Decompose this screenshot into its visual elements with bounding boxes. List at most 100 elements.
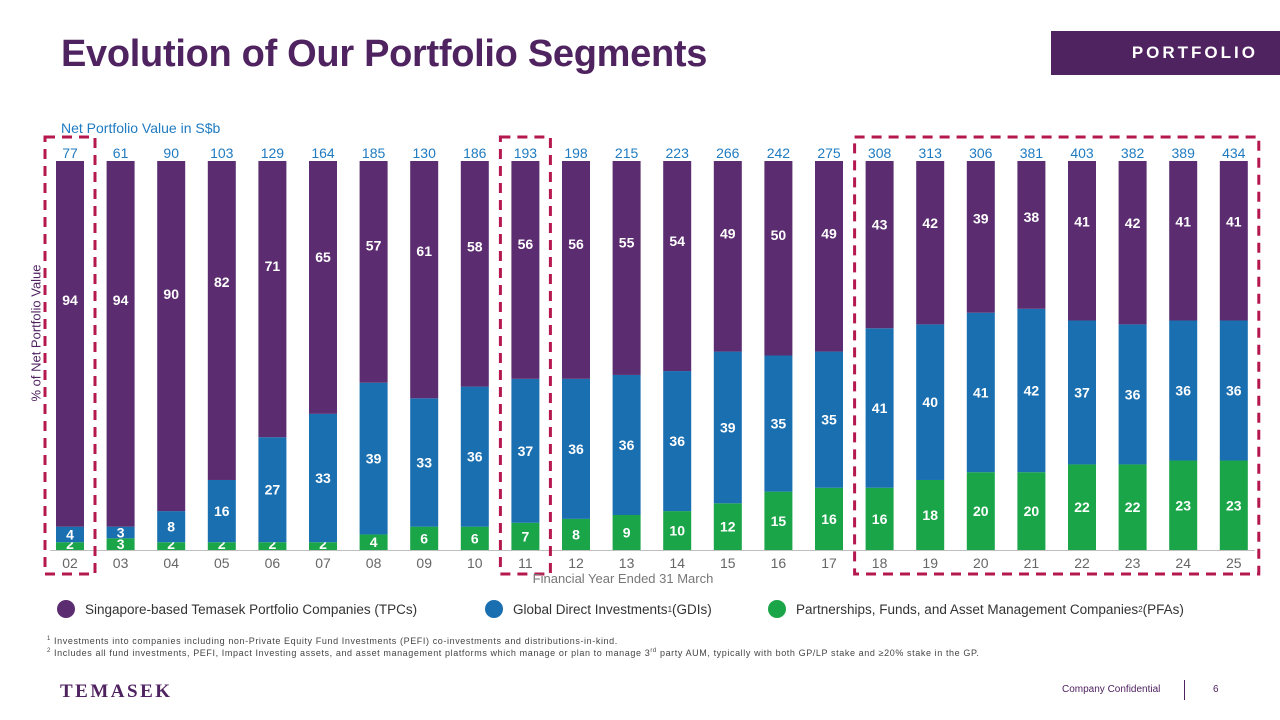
data-label-pfa: 22 — [1125, 499, 1141, 515]
bar-segment-tpc — [106, 161, 135, 527]
data-label-tpc: 41 — [1074, 214, 1090, 230]
bar-segment-gdi — [713, 351, 742, 504]
bar-segment-tpc — [865, 161, 894, 329]
x-tick-label: 05 — [214, 555, 230, 571]
bar-segment-pfa — [1169, 460, 1198, 550]
x-tick-label: 08 — [366, 555, 382, 571]
bar-segment-tpc — [511, 161, 540, 379]
x-tick-label: 02 — [62, 555, 78, 571]
bar-segment-pfa — [207, 542, 236, 550]
bar-segment-gdi — [1118, 324, 1147, 465]
footnote-2-text-2: party AUM, typically with both GP/LP sta… — [656, 648, 980, 658]
net-value-label: 266 — [716, 145, 740, 161]
data-label-gdi: 36 — [1125, 386, 1141, 402]
net-value-label: 129 — [261, 145, 285, 161]
data-label-gdi: 40 — [922, 394, 938, 410]
bar-segment-tpc — [56, 161, 84, 527]
data-label-tpc: 49 — [821, 225, 837, 241]
x-tick-label: 22 — [1074, 555, 1090, 571]
x-tick-label: 16 — [771, 555, 787, 571]
data-label-pfa: 10 — [669, 523, 685, 539]
legend-suffix-pfa: (PFAs) — [1142, 601, 1184, 617]
bar-segment-tpc — [815, 161, 843, 352]
bar-segment-tpc — [562, 161, 590, 379]
bar-segment-pfa — [764, 491, 793, 550]
bar-segment-gdi — [612, 374, 641, 515]
data-label-pfa: 2 — [218, 536, 226, 552]
data-label-tpc: 65 — [315, 249, 331, 265]
data-label-gdi: 41 — [872, 400, 888, 416]
x-tick-label: 06 — [265, 555, 281, 571]
bar-segment-gdi — [511, 378, 540, 523]
section-tag: PORTFOLIO — [1051, 31, 1280, 75]
data-label-gdi: 35 — [821, 412, 837, 428]
bar-segment-gdi — [764, 355, 793, 492]
bar-segment-pfa — [1118, 464, 1147, 550]
x-axis-label: Financial Year Ended 31 March — [532, 571, 714, 586]
data-label-tpc: 41 — [1226, 214, 1242, 230]
legend-label-pfa: Partnerships, Funds, and Asset Managemen… — [796, 601, 1139, 617]
net-value-label: 381 — [1020, 145, 1044, 161]
data-label-tpc: 54 — [669, 233, 685, 249]
bar-segment-gdi — [865, 328, 894, 488]
footnote-1-num: 1 — [47, 636, 51, 642]
net-value-label: 164 — [311, 145, 335, 161]
bar-segment-pfa — [309, 542, 337, 550]
x-tick-label: 10 — [467, 555, 483, 571]
data-label-tpc: 56 — [568, 236, 584, 252]
highlight-box — [498, 135, 552, 576]
data-label-pfa: 18 — [922, 507, 938, 523]
data-label-tpc: 41 — [1175, 214, 1191, 230]
bar-segment-gdi — [309, 413, 337, 543]
data-label-pfa: 8 — [572, 526, 580, 542]
legend-sup-gdi: 1 — [667, 604, 673, 614]
footer-divider — [1184, 680, 1185, 700]
net-value-label: 275 — [817, 145, 841, 161]
data-label-pfa: 16 — [872, 511, 888, 527]
bar-segment-tpc — [157, 161, 186, 512]
bar-segment-pfa — [56, 542, 84, 550]
bar-segment-pfa — [966, 472, 995, 550]
data-label-pfa: 4 — [370, 534, 378, 550]
bar-segment-pfa — [713, 503, 742, 550]
data-label-gdi: 36 — [467, 449, 483, 465]
net-value-label: 130 — [413, 145, 437, 161]
x-tick-label: 15 — [720, 555, 736, 571]
data-label-pfa: 12 — [720, 519, 736, 535]
data-label-tpc: 38 — [1024, 209, 1040, 225]
bar-segment-tpc — [764, 161, 793, 356]
net-value-label: 434 — [1222, 145, 1246, 161]
data-label-gdi: 3 — [117, 524, 125, 540]
data-label-tpc: 43 — [872, 217, 888, 233]
legend-item-tpc: Singapore-based Temasek Portfolio Compan… — [57, 600, 417, 618]
bar-segment-tpc — [258, 161, 287, 438]
data-label-pfa: 16 — [821, 511, 837, 527]
data-label-pfa: 23 — [1226, 497, 1242, 513]
footnote-2-text: Includes all fund investments, PEFI, Imp… — [50, 648, 651, 658]
data-label-gdi: 16 — [214, 503, 230, 519]
bar-segment-tpc — [612, 161, 641, 375]
x-tick-label: 19 — [922, 555, 938, 571]
data-label-tpc: 57 — [366, 237, 382, 253]
data-label-gdi: 36 — [619, 437, 635, 453]
data-label-tpc: 56 — [518, 236, 534, 252]
data-label-tpc: 61 — [416, 243, 432, 259]
bar-segment-pfa — [562, 518, 590, 550]
bar-segment-pfa — [106, 538, 135, 550]
highlight-box — [43, 135, 97, 576]
net-value-label: 198 — [564, 145, 588, 161]
data-label-gdi: 27 — [265, 482, 281, 498]
bar-segment-gdi — [916, 324, 945, 480]
bar-segment-pfa — [612, 514, 641, 550]
data-label-tpc: 42 — [922, 215, 938, 231]
net-value-label: 193 — [514, 145, 538, 161]
data-label-tpc: 90 — [163, 286, 179, 302]
bar-segment-pfa — [916, 479, 945, 550]
net-value-label: 242 — [767, 145, 791, 161]
data-label-gdi: 36 — [568, 441, 584, 457]
net-value-label: 186 — [463, 145, 487, 161]
bar-segment-gdi — [410, 398, 439, 527]
bar-segment-tpc — [1068, 161, 1096, 321]
page-title: Evolution of Our Portfolio Segments — [61, 33, 708, 75]
